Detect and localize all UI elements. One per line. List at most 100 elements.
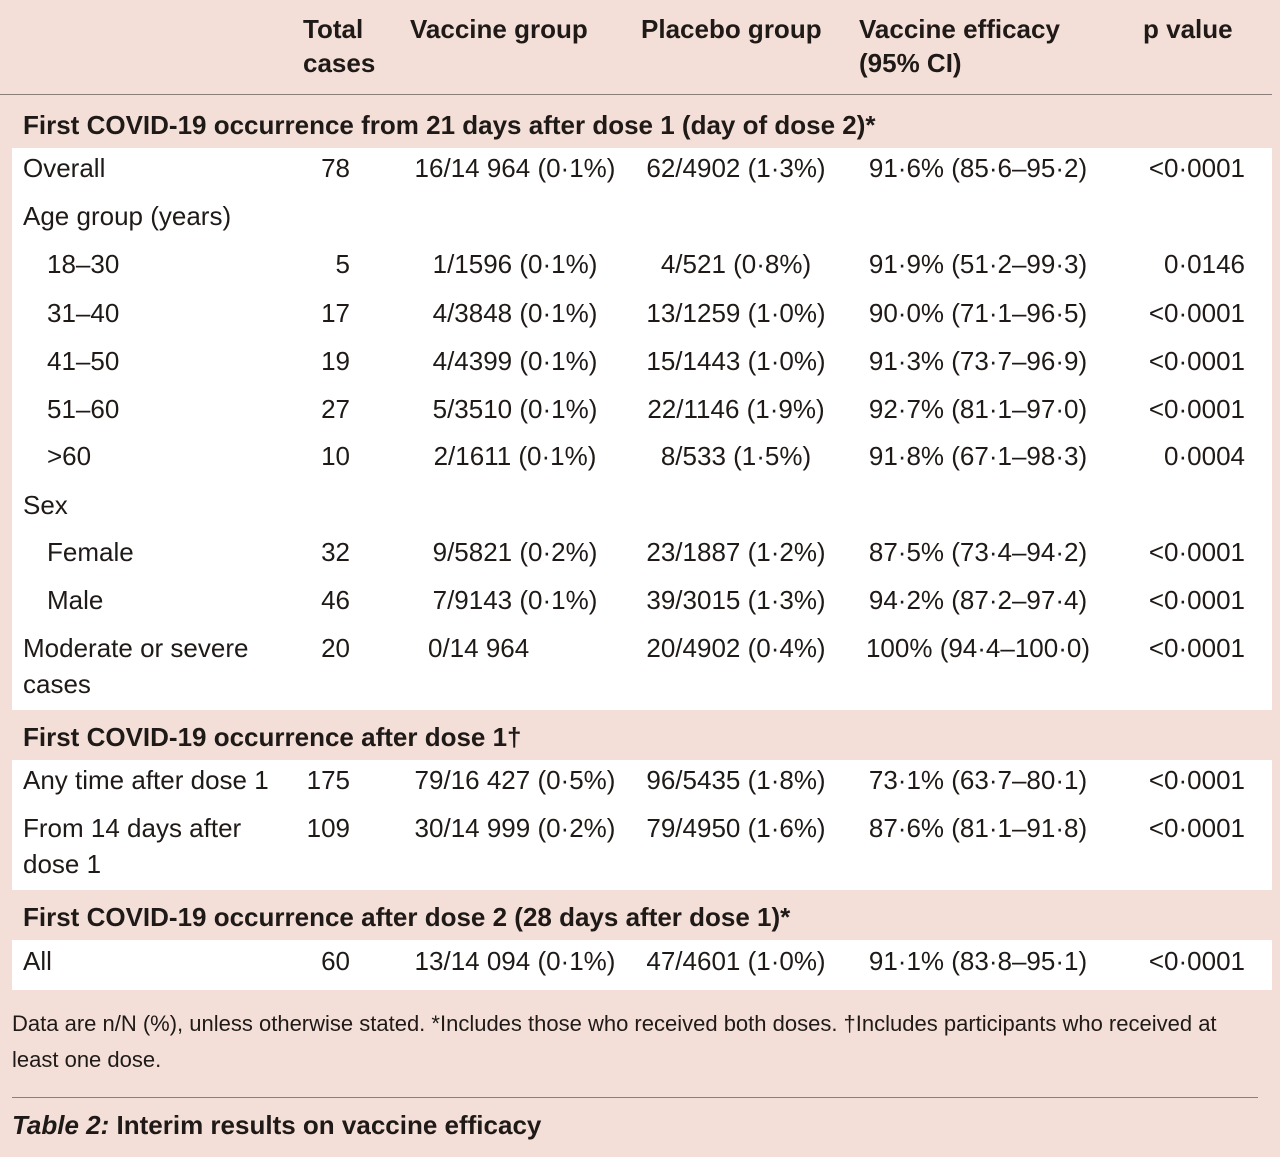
caption-divider: [12, 1097, 1258, 1098]
table-row: 51–60 27 5/3510 (0·1%) 22/1146 (1·9%) 92…: [0, 391, 1272, 439]
total-cases-cell: 5: [335, 249, 350, 279]
efficacy-cell: 94·2% (87·2–97·4): [868, 585, 1088, 615]
section-panel: [12, 940, 1272, 990]
total-cases-cell: 60: [321, 946, 350, 976]
row-label: 41–50: [47, 346, 120, 376]
row-label: Male: [47, 585, 104, 615]
header-efficacy-line2: (95% CI): [859, 48, 962, 78]
placebo-cell: 15/1443 (1·0%): [646, 346, 826, 376]
p-value-cell: <0·0001: [1148, 813, 1245, 843]
table-row: 18–30 5 1/1596 (0·1%) 4/521 (0·8%) 91·9%…: [0, 246, 1272, 294]
vaccine-cell: 1/1596 (0·1%): [432, 249, 598, 279]
table-footnote: Data are n/N (%), unless otherwise state…: [12, 1011, 1217, 1072]
placebo-cell: 20/4902 (0·4%): [646, 633, 826, 663]
total-cases-cell: 10: [321, 441, 350, 471]
table-row: Age group (years): [0, 198, 1272, 246]
header-efficacy-line1: Vaccine efficacy: [859, 14, 1060, 44]
row-label: Any time after dose 1: [23, 765, 269, 795]
p-value-cell: <0·0001: [1148, 394, 1245, 424]
p-value-cell: <0·0001: [1148, 946, 1245, 976]
section-title: First COVID-19 occurrence after dose 1†: [23, 722, 522, 752]
header-total-cases-line2: cases: [303, 48, 376, 78]
table-row: Female 32 9/5821 (0·2%) 23/1887 (1·2%) 8…: [0, 534, 1272, 582]
vaccine-cell: 16/14 964 (0·1%): [414, 153, 616, 183]
row-label: Moderate or severe cases: [23, 633, 249, 699]
efficacy-cell: 73·1% (63·7–80·1): [868, 765, 1088, 795]
efficacy-cell: 92·7% (81·1–97·0): [868, 394, 1088, 424]
section-panel: [12, 760, 1272, 890]
p-value-cell: <0·0001: [1148, 346, 1245, 376]
row-label: 18–30: [47, 249, 120, 279]
row-group-label: Sex: [23, 490, 68, 520]
table-row: 31–40 17 4/3848 (0·1%) 13/1259 (1·0%) 90…: [0, 295, 1272, 343]
efficacy-cell: 100% (94·4–100·0): [865, 633, 1091, 663]
efficacy-cell: 91·6% (85·6–95·2): [868, 153, 1088, 183]
table-row: >60 10 2/1611 (0·1%) 8/533 (1·5%) 91·8% …: [0, 438, 1272, 486]
table-row: Male 46 7/9143 (0·1%) 39/3015 (1·3%) 94·…: [0, 582, 1272, 630]
row-label: Female: [47, 537, 134, 567]
table-row: Any time after dose 1 175 79/16 427 (0·5…: [0, 762, 1272, 810]
placebo-cell: 62/4902 (1·3%): [646, 153, 826, 183]
row-label: From 14 days after dose 1: [23, 813, 242, 879]
total-cases-cell: 175: [306, 765, 350, 795]
table-header: Total cases Vaccine group Placebo group …: [0, 0, 1280, 94]
section-title: First COVID-19 occurrence from 21 days a…: [23, 110, 876, 140]
header-placebo-group: Placebo group: [641, 14, 822, 44]
vaccine-cell: 9/5821 (0·2%): [432, 537, 598, 567]
row-group-label: Age group (years): [23, 201, 232, 231]
table-row: 41–50 19 4/4399 (0·1%) 15/1443 (1·0%) 91…: [0, 343, 1272, 391]
row-label: Overall: [23, 153, 106, 183]
caption-label: Table 2:: [12, 1110, 110, 1140]
vaccine-cell: 4/3848 (0·1%): [432, 298, 598, 328]
table-row: Sex: [0, 487, 1272, 535]
p-value-cell: 0·0004: [1164, 441, 1245, 471]
p-value-cell: 0·0146: [1164, 249, 1245, 279]
total-cases-cell: 19: [321, 346, 350, 376]
total-cases-cell: 27: [321, 394, 350, 424]
placebo-cell: 47/4601 (1·0%): [646, 946, 826, 976]
efficacy-cell: 91·9% (51·2–99·3): [868, 249, 1088, 279]
efficacy-cell: 90·0% (71·1–96·5): [868, 298, 1088, 328]
section-title: First COVID-19 occurrence after dose 2 (…: [23, 902, 791, 932]
placebo-cell: 8/533 (1·5%): [660, 441, 812, 471]
section-panel: [12, 148, 1272, 710]
efficacy-cell: 91·8% (67·1–98·3): [868, 441, 1088, 471]
total-cases-cell: 20: [321, 633, 350, 663]
total-cases-cell: 32: [321, 537, 350, 567]
section-title-row: First COVID-19 occurrence after dose 1†: [0, 714, 1272, 760]
vaccine-cell: 5/3510 (0·1%): [432, 394, 598, 424]
vaccine-cell: 4/4399 (0·1%): [432, 346, 598, 376]
table-row: From 14 days after dose 1 109 30/14 999 …: [0, 810, 1272, 888]
table-row: All 60 13/14 094 (0·1%) 47/4601 (1·0%) 9…: [0, 943, 1272, 991]
p-value-cell: <0·0001: [1148, 537, 1245, 567]
vaccine-cell: 2/1611 (0·1%): [433, 441, 597, 471]
p-value-cell: <0·0001: [1148, 298, 1245, 328]
total-cases-cell: 78: [321, 153, 350, 183]
total-cases-cell: 46: [321, 585, 350, 615]
table-row: Overall 78 16/14 964 (0·1%) 62/4902 (1·3…: [0, 150, 1272, 198]
total-cases-cell: 109: [306, 813, 350, 843]
row-label: >60: [47, 441, 92, 471]
efficacy-cell: 91·3% (73·7–96·9): [868, 346, 1088, 376]
row-label: All: [23, 946, 52, 976]
header-total-cases-line1: Total: [303, 14, 364, 44]
p-value-cell: <0·0001: [1148, 153, 1245, 183]
section-title-row: First COVID-19 occurrence after dose 2 (…: [0, 894, 1272, 940]
section-title-row: First COVID-19 occurrence from 21 days a…: [0, 102, 1272, 148]
caption-text: Interim results on vaccine efficacy: [109, 1110, 542, 1140]
table-row: Moderate or severe cases 20 0/14 964 20/…: [0, 630, 1272, 708]
vaccine-cell: 0/14 964: [428, 633, 530, 663]
table-caption: Table 2: Interim results on vaccine effi…: [12, 1108, 541, 1142]
placebo-cell: 79/4950 (1·6%): [646, 813, 826, 843]
header-divider: [0, 94, 1272, 95]
total-cases-cell: 17: [321, 298, 350, 328]
efficacy-cell: 87·6% (81·1–91·8): [868, 813, 1088, 843]
placebo-cell: 96/5435 (1·8%): [646, 765, 826, 795]
vaccine-cell: 79/16 427 (0·5%): [414, 765, 616, 795]
efficacy-cell: 91·1% (83·8–95·1): [868, 946, 1088, 976]
p-value-cell: <0·0001: [1148, 585, 1245, 615]
row-label: 51–60: [47, 394, 120, 424]
row-label: 31–40: [47, 298, 120, 328]
p-value-cell: <0·0001: [1148, 633, 1245, 663]
placebo-cell: 39/3015 (1·3%): [646, 585, 826, 615]
